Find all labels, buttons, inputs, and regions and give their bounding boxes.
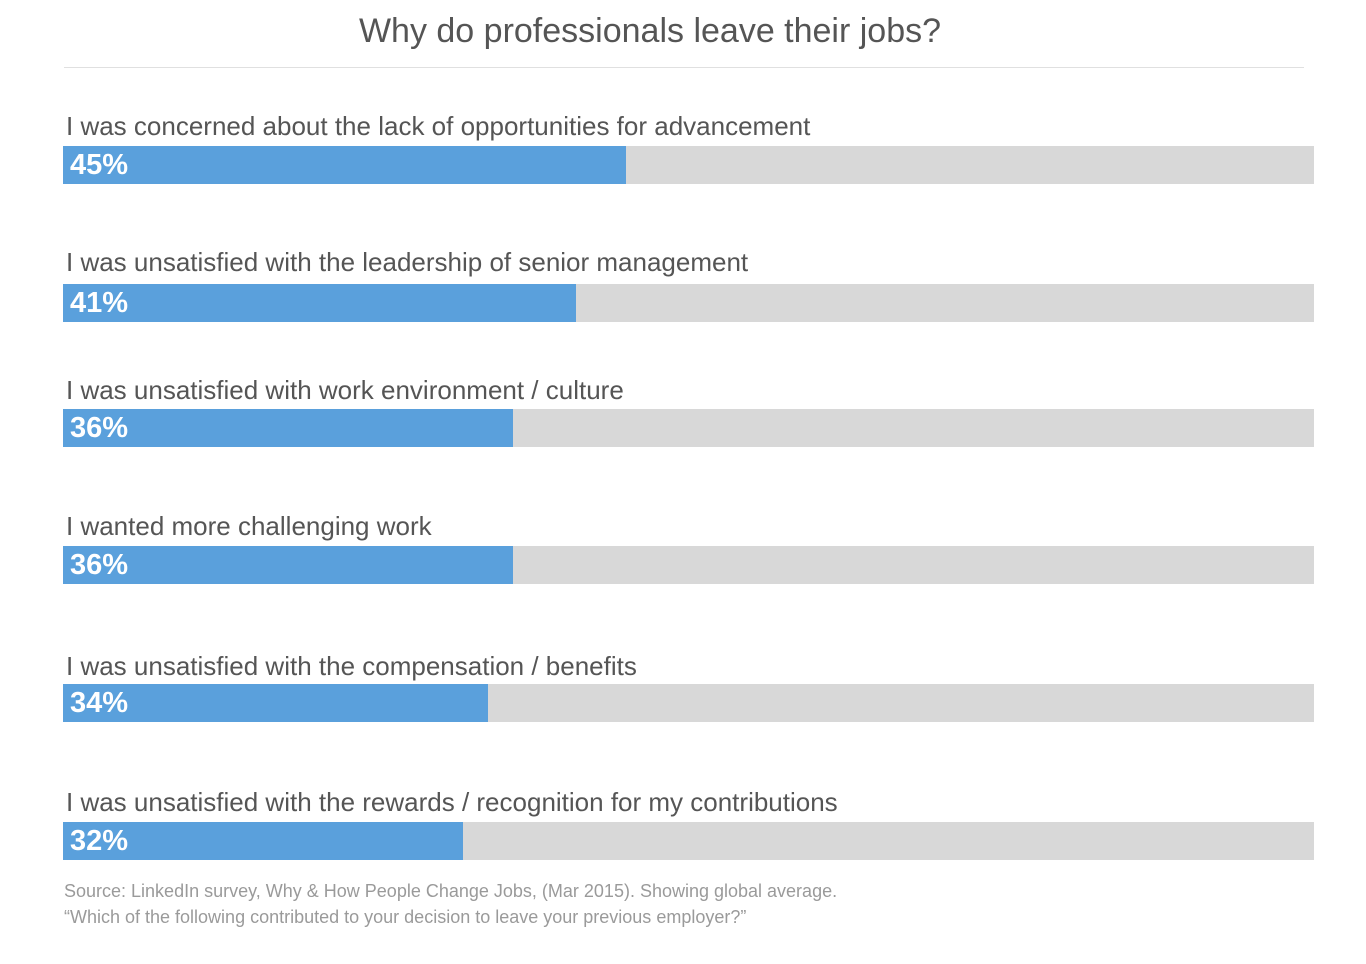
- bar-value-label: 36%: [70, 549, 129, 581]
- bar-value-label: 36%: [70, 412, 129, 444]
- survey-question-note: “Which of the following contributed to y…: [64, 907, 747, 927]
- bar: 34%: [63, 684, 488, 722]
- bar-label: I was unsatisfied with the rewards / rec…: [66, 787, 838, 817]
- bar-track: 41%: [63, 284, 1314, 322]
- bar-label: I was unsatisfied with work environment …: [66, 375, 624, 405]
- bar: 41%: [63, 284, 576, 322]
- bar-label: I wanted more challenging work: [66, 511, 432, 541]
- bar-value-label: 45%: [70, 149, 129, 181]
- source-note: Source: LinkedIn survey, Why & How Peopl…: [64, 881, 838, 901]
- bar: 32%: [63, 822, 463, 860]
- bar-value-label: 34%: [70, 687, 129, 719]
- bar-track: 45%: [63, 146, 1314, 184]
- bar: 36%: [63, 546, 513, 584]
- bar: 45%: [63, 146, 626, 184]
- bar-label: I was unsatisfied with the compensation …: [66, 651, 637, 681]
- bar: 36%: [63, 409, 513, 447]
- bar-value-label: 41%: [70, 287, 129, 319]
- bar-track: 34%: [63, 684, 1314, 722]
- bar-label: I was concerned about the lack of opport…: [66, 111, 811, 141]
- bar-track: 36%: [63, 409, 1314, 447]
- bar-value-label: 32%: [70, 825, 129, 857]
- bar-label: I was unsatisfied with the leadership of…: [66, 247, 749, 277]
- bar-track: 36%: [63, 546, 1314, 584]
- bar-track: 32%: [63, 822, 1314, 860]
- chart-title: Why do professionals leave their jobs?: [358, 12, 942, 50]
- title-divider: [64, 67, 1304, 68]
